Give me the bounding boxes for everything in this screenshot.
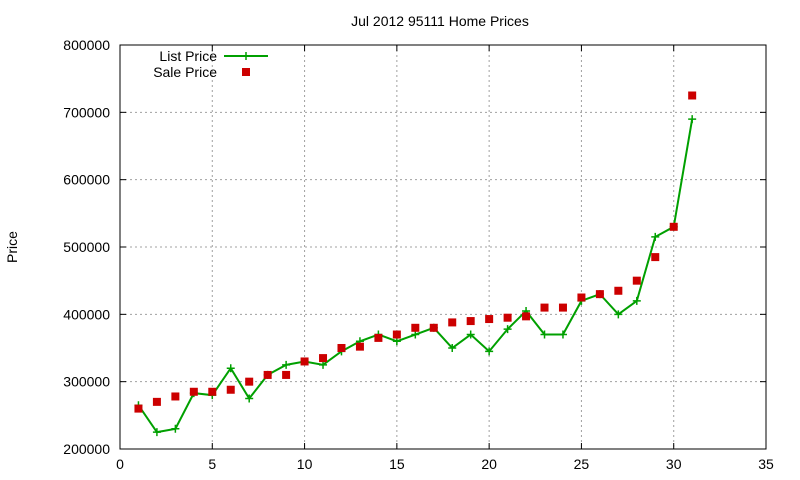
sale-price-point [355,342,364,351]
grid [120,45,766,449]
series-sale-price [134,91,697,413]
sale-price-point [651,253,660,262]
list-price-point [651,232,660,241]
sale-price-point [300,357,309,366]
list-price-point [448,344,457,352]
sale-price-point [577,293,586,302]
sale-price-point [595,290,604,299]
sale-price-point [282,370,291,379]
sale-price-point [448,318,457,327]
sale-price-point [503,313,512,322]
sale-price-point [245,377,254,386]
y-tick-label: 200000 [63,441,110,457]
sale-price-point [688,91,697,100]
x-tick-label: 0 [116,456,124,472]
y-tick-label: 800000 [63,37,110,53]
sale-price-point [522,312,531,321]
series-layer [134,91,697,437]
y-tick-label: 600000 [63,172,110,188]
list-price-point [558,330,567,339]
legend-label: List Price [159,48,217,64]
y-tick-label: 700000 [63,104,110,120]
x-tick-label: 15 [389,456,405,472]
sale-price-point [319,354,328,363]
legend-label: Sale Price [153,64,217,80]
chart-title: Jul 2012 95111 Home Prices [351,13,529,29]
sale-price-point [189,387,198,396]
sale-price-point [152,397,161,406]
sale-price-point [411,323,420,332]
x-tick-label: 30 [666,456,682,472]
y-tick-label: 300000 [63,374,110,390]
list-price-point [503,325,512,334]
list-price-point [411,330,420,339]
sale-price-point [429,323,438,332]
list-price-point [282,360,291,369]
x-tick-label: 25 [574,456,590,472]
sale-price-point [392,330,401,339]
list-price-point [540,330,549,339]
sale-price-point [263,370,272,379]
sale-price-point [558,303,567,312]
sale-price-point [374,333,383,342]
sale-price-point [226,385,235,394]
sale-price-point [208,387,217,396]
list-price-point [632,296,641,305]
list-price-point [688,115,697,124]
sale-price-point [466,317,475,326]
list-price-point [245,394,254,403]
sale-price-point [134,404,143,413]
legend-square-marker [242,68,250,76]
y-tick-label: 400000 [63,306,110,322]
axis-ticks: 0 5 10 15 20 25 30 35 200000 300000 400000 500000 60… [63,37,774,472]
sale-price-point [485,315,494,324]
x-tick-label: 5 [208,456,216,472]
list-price-point [171,424,180,433]
list-price-line [137,118,694,434]
sale-price-point [337,344,346,352]
sale-price-point [632,276,641,285]
x-tick-label: 35 [758,456,774,472]
list-price-point [614,310,623,319]
y-tick-label: 500000 [63,239,110,255]
sale-price-point [669,222,678,231]
legend-plus-marker [242,52,250,60]
list-price-point [485,347,494,356]
list-price-point [152,428,161,437]
list-price-point [226,364,235,373]
series-list-price [134,115,697,437]
list-price-point [466,330,475,339]
x-tick-label: 10 [297,456,313,472]
sale-price-point [614,286,623,295]
sale-price-point [540,303,549,312]
sale-price-point [171,392,180,401]
list-price-point [319,360,328,369]
x-tick-label: 20 [481,456,497,472]
y-axis-label: Price [4,231,20,263]
list-price-point [392,337,401,346]
